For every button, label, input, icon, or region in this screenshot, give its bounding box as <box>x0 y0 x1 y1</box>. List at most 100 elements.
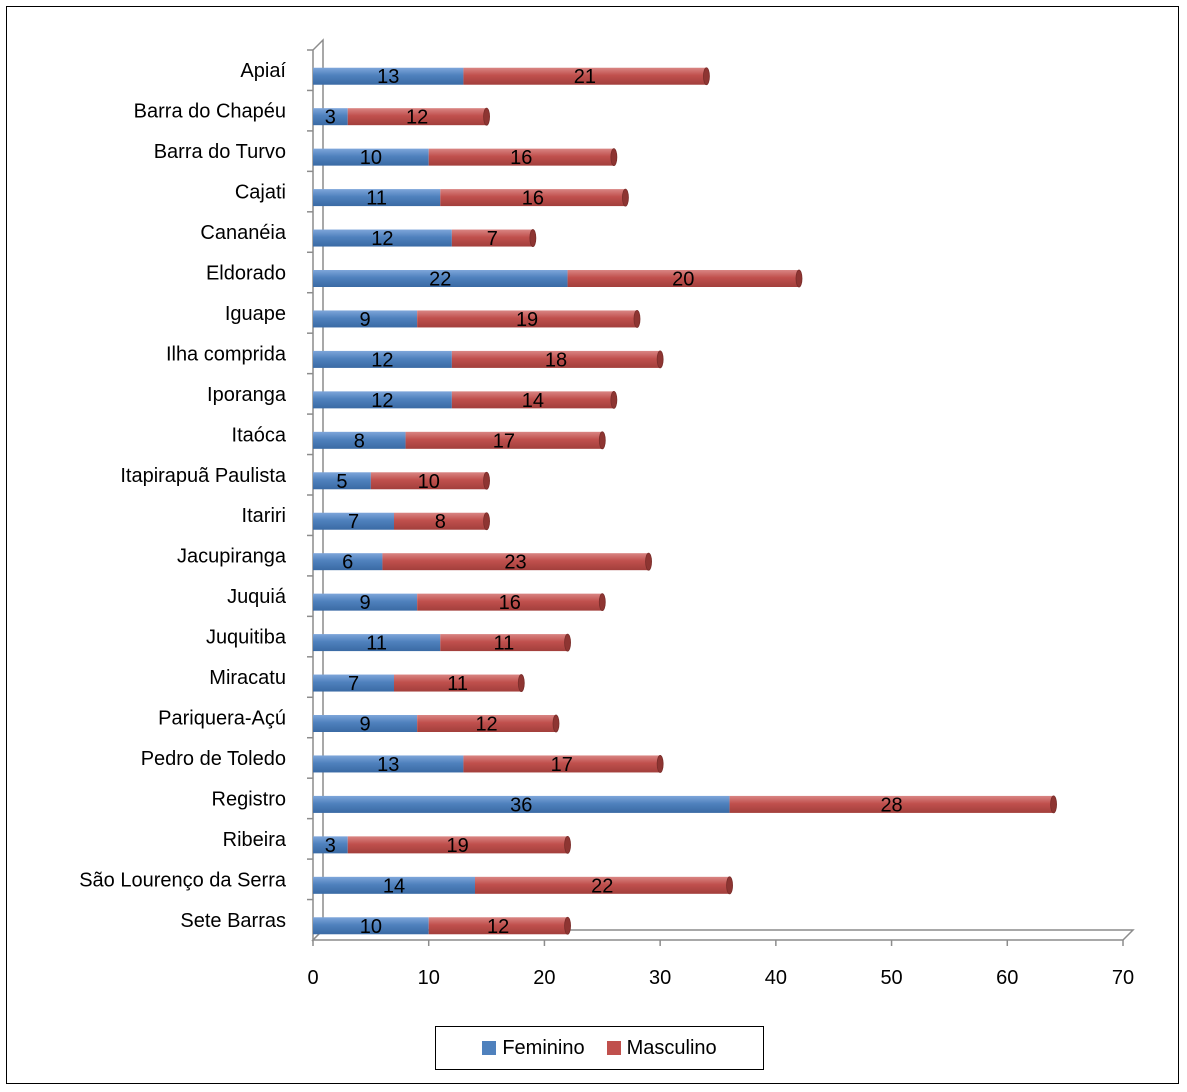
category-label: Barra do Chapéu <box>134 101 286 123</box>
data-label-masculino: 19 <box>516 309 538 331</box>
bar-feminino <box>313 512 394 530</box>
bar-masculino <box>382 553 649 571</box>
bar-masculino <box>567 270 799 287</box>
bar-feminino <box>313 67 464 85</box>
bar-end-cap <box>598 431 606 450</box>
data-label-feminino: 7 <box>348 511 359 533</box>
bar-end-cap <box>552 714 560 733</box>
data-label-masculino: 16 <box>510 147 532 169</box>
bar-end-cap <box>564 916 571 935</box>
bar-feminino <box>313 108 348 126</box>
bar-end-cap <box>622 188 629 207</box>
bar-end-cap <box>610 148 618 167</box>
data-label-feminino: 8 <box>354 430 365 452</box>
x-tick-label: 10 <box>418 967 440 989</box>
bar-end-cap <box>795 269 803 288</box>
labels: 0 10 20 30 40 50 60 70 Apiaí 13 21 Barra do Chapéu 3… <box>79 60 1134 989</box>
data-label-masculino: 8 <box>435 511 446 533</box>
bar-feminino <box>313 310 418 328</box>
category-label: Eldorado <box>206 263 286 285</box>
bar-masculino <box>417 715 556 732</box>
data-label-feminino: 3 <box>325 107 336 129</box>
bar-masculino <box>451 391 614 409</box>
data-label-feminino: 13 <box>377 66 399 88</box>
bar-feminino <box>313 350 452 368</box>
bar-masculino <box>417 310 637 328</box>
data-label-masculino: 12 <box>406 107 428 129</box>
data-label-masculino: 12 <box>475 714 497 736</box>
category-label: São Lourenço da Serra <box>79 869 287 891</box>
legend-label-masculino: Masculino <box>626 1036 717 1059</box>
category-label: Cananéia <box>200 222 287 244</box>
bar-masculino <box>347 108 487 126</box>
bar-feminino <box>313 836 348 854</box>
bar-end-cap <box>529 229 537 247</box>
data-label-masculino: 17 <box>493 430 515 452</box>
data-label-masculino: 12 <box>487 916 509 938</box>
data-label-feminino: 9 <box>360 714 371 736</box>
category-label: Itaóca <box>232 424 287 446</box>
bar-end-cap <box>633 310 641 328</box>
legend-swatch-masculino <box>606 1041 621 1055</box>
chart-frame <box>6 6 1179 1084</box>
bar-end-cap <box>483 107 490 126</box>
data-label-masculino: 21 <box>574 66 596 88</box>
bar-feminino <box>313 795 730 813</box>
data-label-feminino: 10 <box>360 916 382 938</box>
bar-end-cap <box>610 390 618 409</box>
bar-masculino <box>463 67 707 85</box>
legend-item-feminino: Feminino <box>482 1036 585 1060</box>
category-label: Cajati <box>235 182 286 204</box>
data-label-masculino: 16 <box>522 188 544 210</box>
bar-end-cap <box>656 755 664 773</box>
x-tick-label: 0 <box>307 967 318 989</box>
category-label: Sete Barras <box>180 910 286 932</box>
bar-feminino <box>313 674 394 692</box>
bar-feminino <box>313 229 452 247</box>
bar-masculino <box>451 350 661 368</box>
bar-end-cap <box>703 67 710 86</box>
data-label-feminino: 9 <box>360 592 371 614</box>
legend-item-masculino: Masculino <box>606 1036 717 1060</box>
category-label: Miracatu <box>209 667 286 689</box>
bar-feminino <box>313 189 441 207</box>
data-label-masculino: 22 <box>591 875 613 897</box>
bar-masculino <box>347 836 568 854</box>
category-label: Registro <box>212 788 286 810</box>
data-label-feminino: 10 <box>360 147 382 169</box>
legend: Feminino Masculino <box>435 1026 764 1070</box>
data-label-feminino: 7 <box>348 673 359 695</box>
bar-masculino <box>440 634 568 652</box>
data-label-masculino: 7 <box>487 228 498 250</box>
data-label-feminino: 9 <box>360 309 371 331</box>
legend-swatch-feminino <box>482 1041 497 1055</box>
data-label-masculino: 17 <box>551 754 573 776</box>
category-label: Itapirapuã Paulista <box>120 465 287 487</box>
bar-end-cap <box>483 512 490 531</box>
data-label-masculino: 19 <box>447 835 469 857</box>
bar-masculino <box>428 917 568 935</box>
x-tick-label: 60 <box>996 967 1018 989</box>
data-label-masculino: 18 <box>545 349 567 371</box>
data-label-feminino: 12 <box>371 228 393 250</box>
category-label: Juquitiba <box>206 627 287 649</box>
x-tick-label: 50 <box>880 967 902 989</box>
data-label-feminino: 5 <box>336 471 347 493</box>
data-label-feminino: 11 <box>366 633 387 655</box>
bar-masculino <box>451 229 533 247</box>
category-label: Barra do Turvo <box>154 141 286 163</box>
data-label-masculino: 20 <box>672 269 694 291</box>
bar-masculino <box>475 876 730 894</box>
data-label-feminino: 36 <box>510 794 532 816</box>
data-label-masculino: 11 <box>447 673 468 695</box>
data-label-feminino: 12 <box>371 349 393 371</box>
data-label-masculino: 28 <box>880 794 902 816</box>
bar-end-cap <box>1050 795 1057 814</box>
bar-feminino <box>313 431 406 449</box>
category-label: Ribeira <box>223 829 287 851</box>
bar-feminino <box>313 593 418 611</box>
category-label: Ilha comprida <box>166 343 287 365</box>
data-label-masculino: 23 <box>504 552 526 574</box>
bar-masculino <box>463 755 661 773</box>
legend-label-feminino: Feminino <box>502 1036 585 1059</box>
